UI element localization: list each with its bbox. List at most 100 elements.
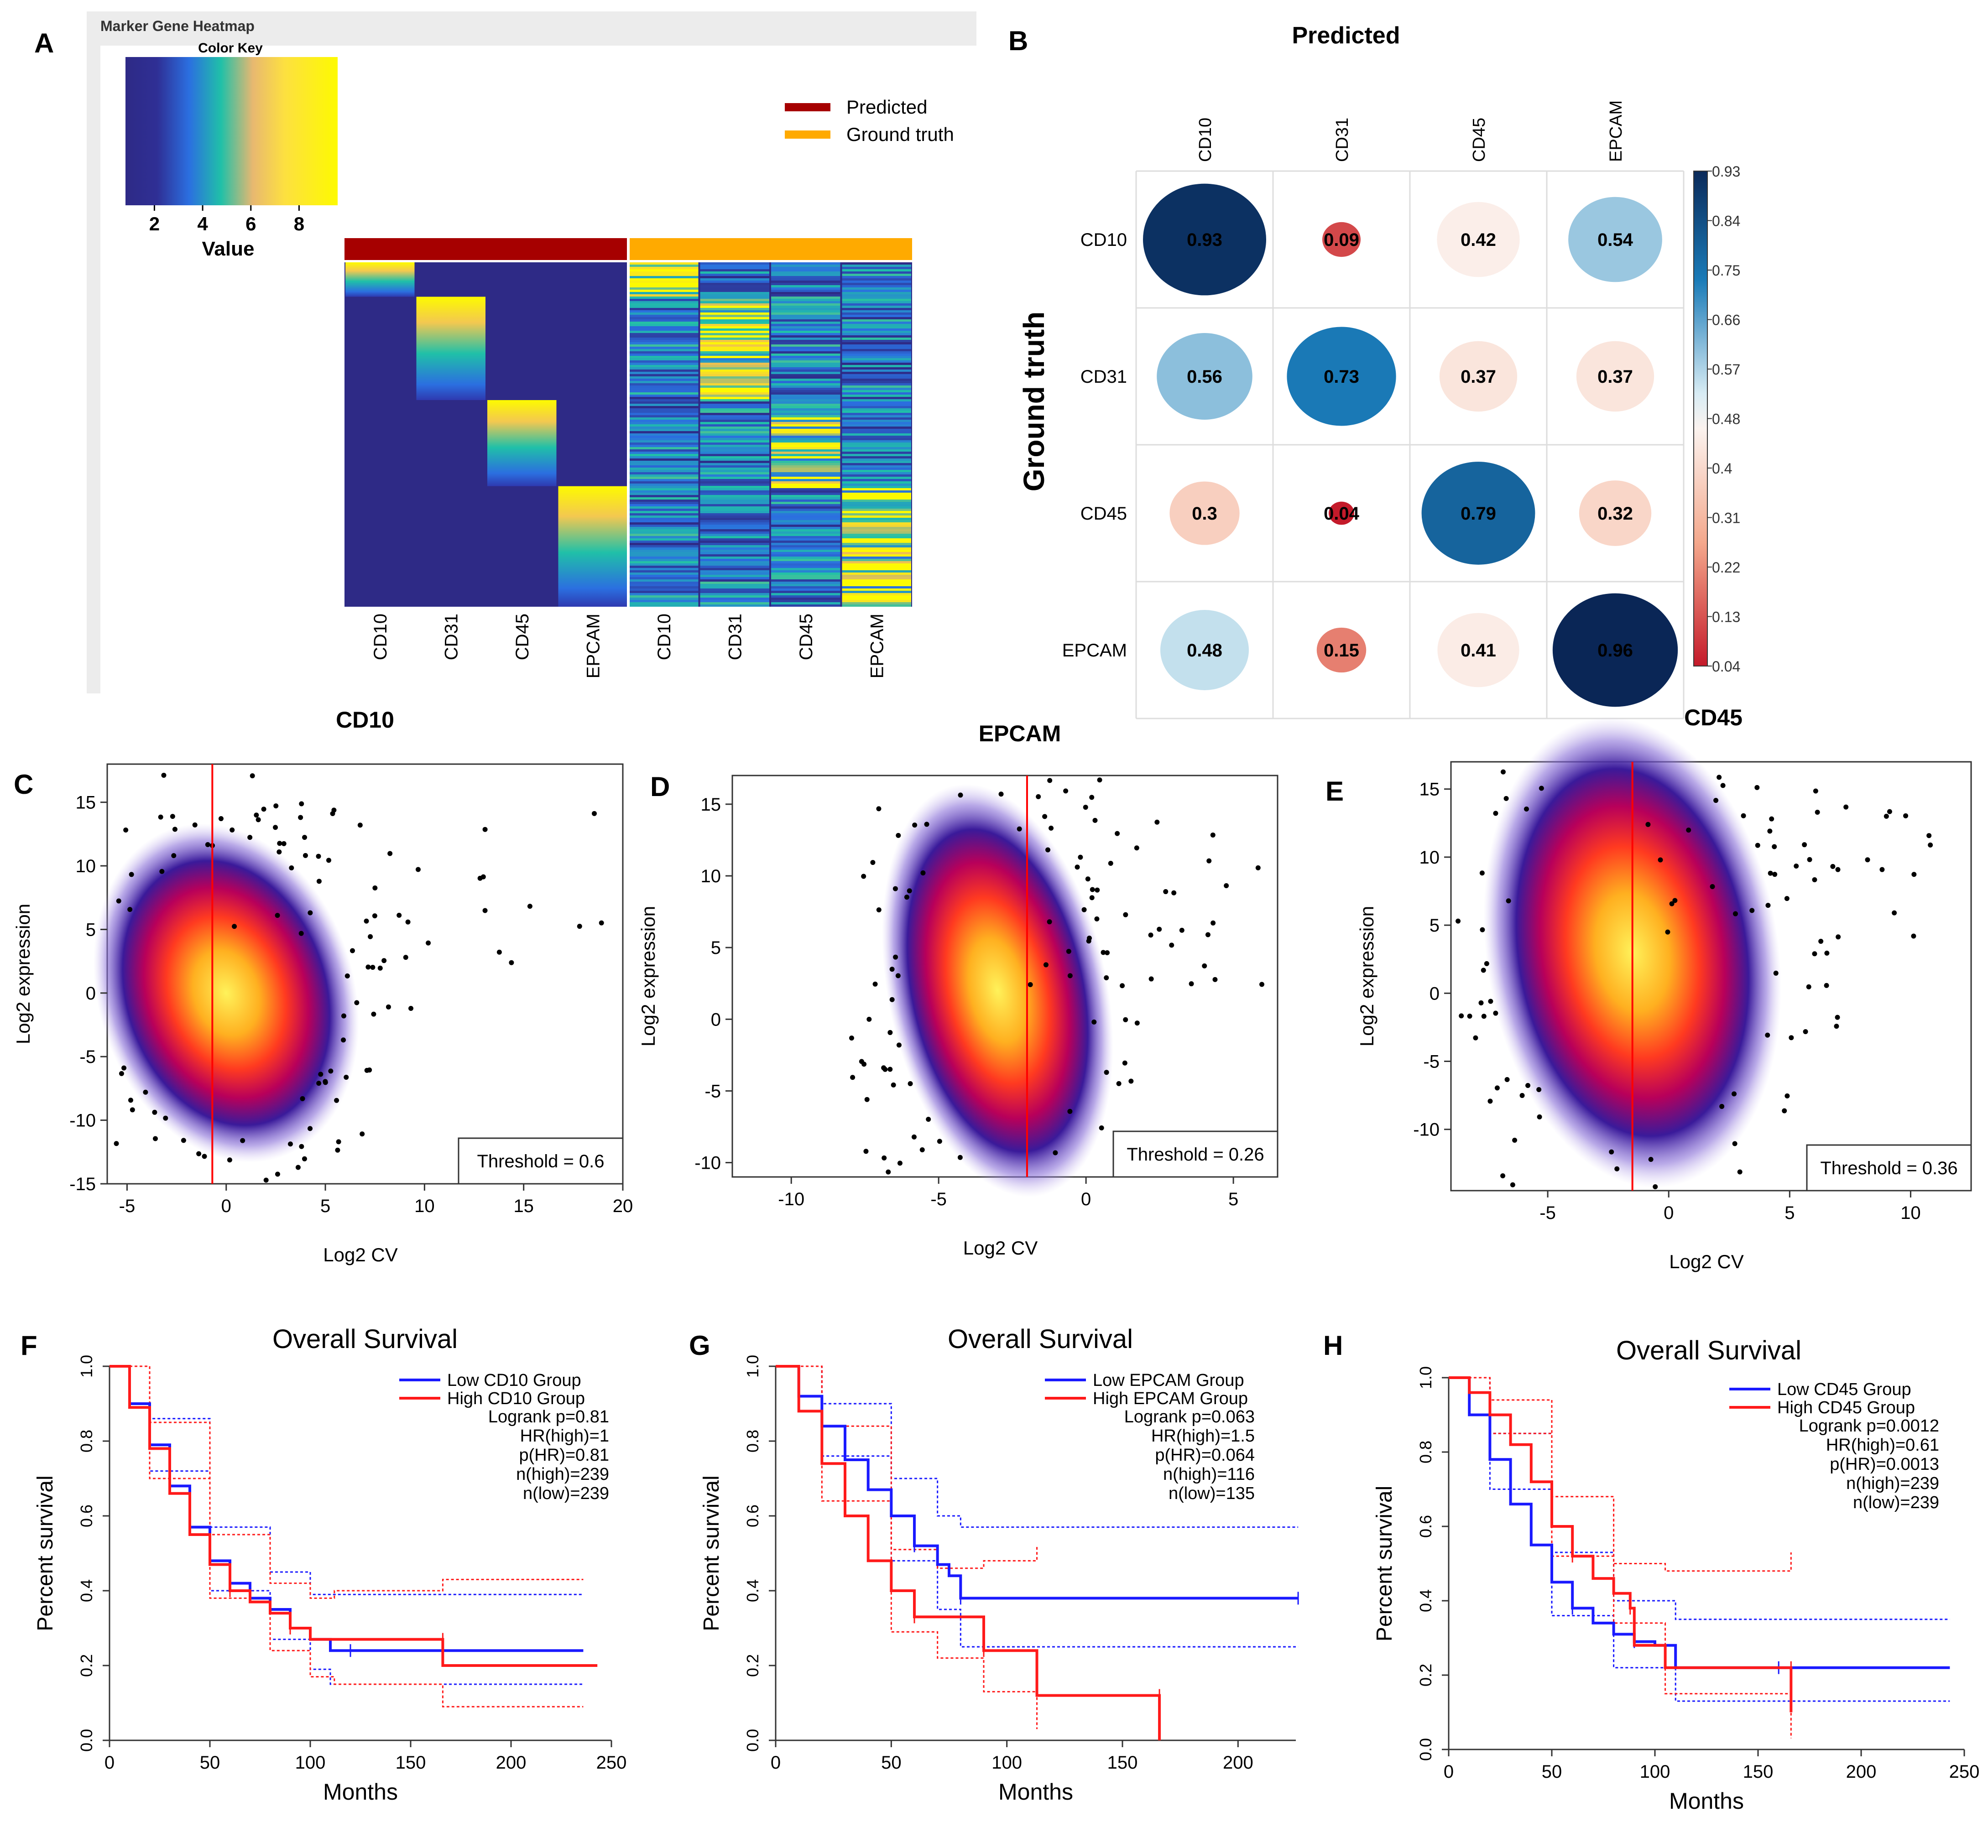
outlier-point — [864, 1097, 870, 1102]
outlier-point — [1843, 804, 1849, 810]
heatmap-row-strip — [771, 534, 840, 536]
y-tick-label: 1.0 — [77, 1355, 96, 1378]
corr-value: 0.37 — [1461, 367, 1496, 387]
outlier-point — [882, 1155, 887, 1161]
heatmap-row-strip — [700, 390, 769, 392]
outlier-point — [896, 1042, 902, 1048]
corr-value: 0.15 — [1324, 640, 1359, 661]
heatmap-row-strip — [629, 388, 699, 390]
heatmap-row-strip — [771, 301, 840, 303]
heatmap-row-strip — [771, 554, 840, 557]
outlier-point — [1179, 927, 1184, 933]
heatmap-row-strip — [629, 404, 699, 406]
corr-value: 0.3 — [1192, 504, 1217, 524]
heatmap-row-strip — [842, 595, 911, 598]
outlier-point — [1830, 864, 1836, 869]
heatmap-row-strip — [771, 328, 840, 331]
outlier-point — [1116, 1081, 1122, 1086]
y-tick-label: 1.0 — [1416, 1366, 1435, 1389]
heatmap-row-strip — [771, 591, 840, 593]
outlier-point — [1784, 896, 1790, 901]
heatmap-row-strip — [700, 445, 769, 447]
outlier-point — [866, 1016, 872, 1022]
threshold-label: Threshold = 0.26 — [1127, 1145, 1264, 1165]
heatmap-row-strip — [629, 372, 699, 374]
outlier-point — [299, 801, 304, 807]
outlier-point — [397, 912, 402, 918]
y-axis-label: Percent survival — [1372, 1486, 1397, 1641]
outlier-point — [357, 822, 363, 828]
outlier-point — [1782, 1108, 1787, 1114]
heatmap-row-strip — [629, 577, 699, 579]
outlier-point — [403, 955, 408, 960]
outlier-point — [240, 1138, 245, 1143]
outlier-point — [1892, 910, 1897, 916]
outlier-point — [1211, 920, 1216, 926]
y-tick-label: 0.4 — [1416, 1589, 1435, 1612]
outlier-point — [1539, 786, 1544, 791]
x-axis-label: Months — [1669, 1788, 1744, 1814]
outlier-point — [1834, 1024, 1839, 1029]
column-label-cd31: CD31 — [441, 614, 461, 660]
heatmap-row-strip — [700, 413, 769, 415]
heatmap-row-strip — [842, 577, 911, 579]
outlier-point — [1085, 876, 1091, 882]
panel-letter-e: E — [1325, 776, 1344, 807]
heatmap-row-strip — [629, 522, 699, 525]
stat-line: n(high)=116 — [1163, 1465, 1255, 1484]
outlier-point — [1813, 788, 1818, 794]
outlier-point — [287, 1141, 293, 1147]
heatmap-row-strip — [771, 477, 840, 479]
corr-value: 0.73 — [1324, 367, 1359, 387]
outlier-point — [1094, 916, 1100, 921]
outlier-point — [1720, 783, 1726, 788]
heatmap-row-strip — [700, 525, 769, 527]
heatmap-row-strip — [771, 575, 840, 577]
outlier-point — [1484, 961, 1489, 966]
outlier-point — [218, 816, 224, 822]
outlier-point — [1083, 805, 1088, 810]
heatmap-row-strip — [629, 360, 699, 363]
outlier-point — [360, 1131, 365, 1137]
outlier-point — [1047, 778, 1053, 783]
heatmap-row-strip — [842, 554, 911, 557]
stat-line: Logrank p=0.81 — [488, 1407, 609, 1426]
heatmap-row-strip — [842, 445, 911, 447]
colorbar-tick-label: 0.48 — [1712, 411, 1740, 427]
heatmap-row-strip — [771, 602, 840, 604]
heatmap-row-strip — [629, 598, 699, 600]
x-tick-label: 20 — [613, 1196, 633, 1216]
outlier-point — [299, 1144, 304, 1149]
stat-line: HR(high)=0.61 — [1826, 1436, 1939, 1455]
corr-circle — [1157, 333, 1252, 420]
heatmap-row-strip — [629, 493, 699, 495]
outlier-point — [386, 1004, 391, 1010]
stat-line: n(low)=239 — [523, 1484, 609, 1503]
corr-value: 0.56 — [1187, 367, 1222, 387]
corr-circle — [1143, 183, 1267, 296]
heatmap-row-strip — [700, 486, 769, 488]
heatmap-row-strip — [700, 552, 769, 554]
heatmap-row-strip — [842, 538, 911, 541]
heatmap-row-strip — [700, 281, 769, 283]
heatmap-row-strip — [629, 365, 699, 367]
threshold-box — [458, 1137, 624, 1185]
outlier-point — [1067, 1109, 1073, 1114]
heatmap-row-strip — [771, 370, 840, 372]
outlier-point — [1737, 1169, 1743, 1175]
x-tick-label: 0 — [221, 1196, 231, 1216]
outlier-point — [1806, 984, 1811, 989]
corr-circle — [1576, 341, 1654, 412]
corr-circle — [1329, 501, 1354, 525]
heatmap-row-strip — [629, 511, 699, 513]
outlier-point — [192, 822, 198, 828]
outlier-point — [1789, 1035, 1794, 1041]
outlier-point — [891, 1082, 896, 1088]
legend-label: Low CD45 Group — [1777, 1380, 1911, 1399]
heatmap-row-strip — [771, 545, 840, 547]
heatmap-row-strip — [700, 497, 769, 500]
heatmap-row-strip — [629, 417, 699, 420]
heatmap-row-strip — [700, 338, 769, 340]
outlier-point — [861, 1062, 867, 1067]
heatmap-row-strip — [700, 550, 769, 552]
